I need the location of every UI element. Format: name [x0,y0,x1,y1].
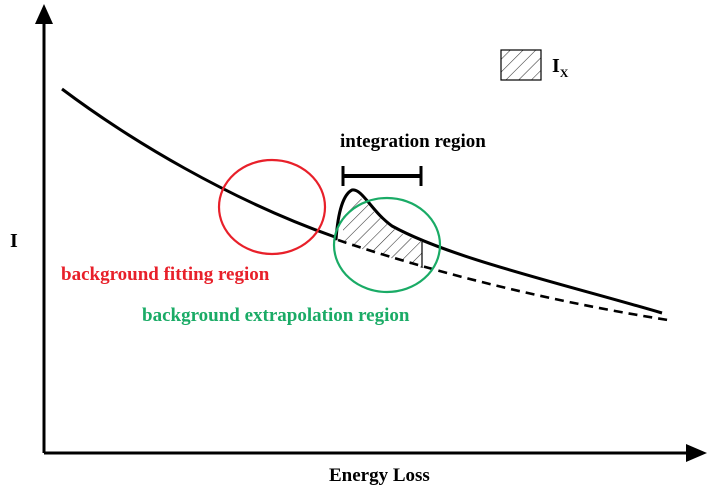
integration-region-label: integration region [340,131,486,152]
legend-subscript: X [560,66,569,80]
integrated-area-hatch [343,197,422,268]
legend-label: IX [552,55,569,80]
legend-symbol: I [552,55,560,77]
fitting-region-ellipse [217,158,327,256]
fitting-region-label: background fitting region [61,264,270,285]
extrapolation-region-ellipse [332,196,442,294]
extrapolation-region-label: background extrapolation region [142,305,410,326]
x-axis-arrowhead [686,444,707,462]
extrapolated-background-curve [337,238,669,322]
x-axis-label: Energy Loss [329,465,430,486]
y-axis-label: I [10,230,18,252]
edge-signal-curve [333,188,663,315]
legend-hatch-swatch [500,49,542,81]
background-curve [61,87,336,239]
y-axis-arrowhead [35,4,53,24]
